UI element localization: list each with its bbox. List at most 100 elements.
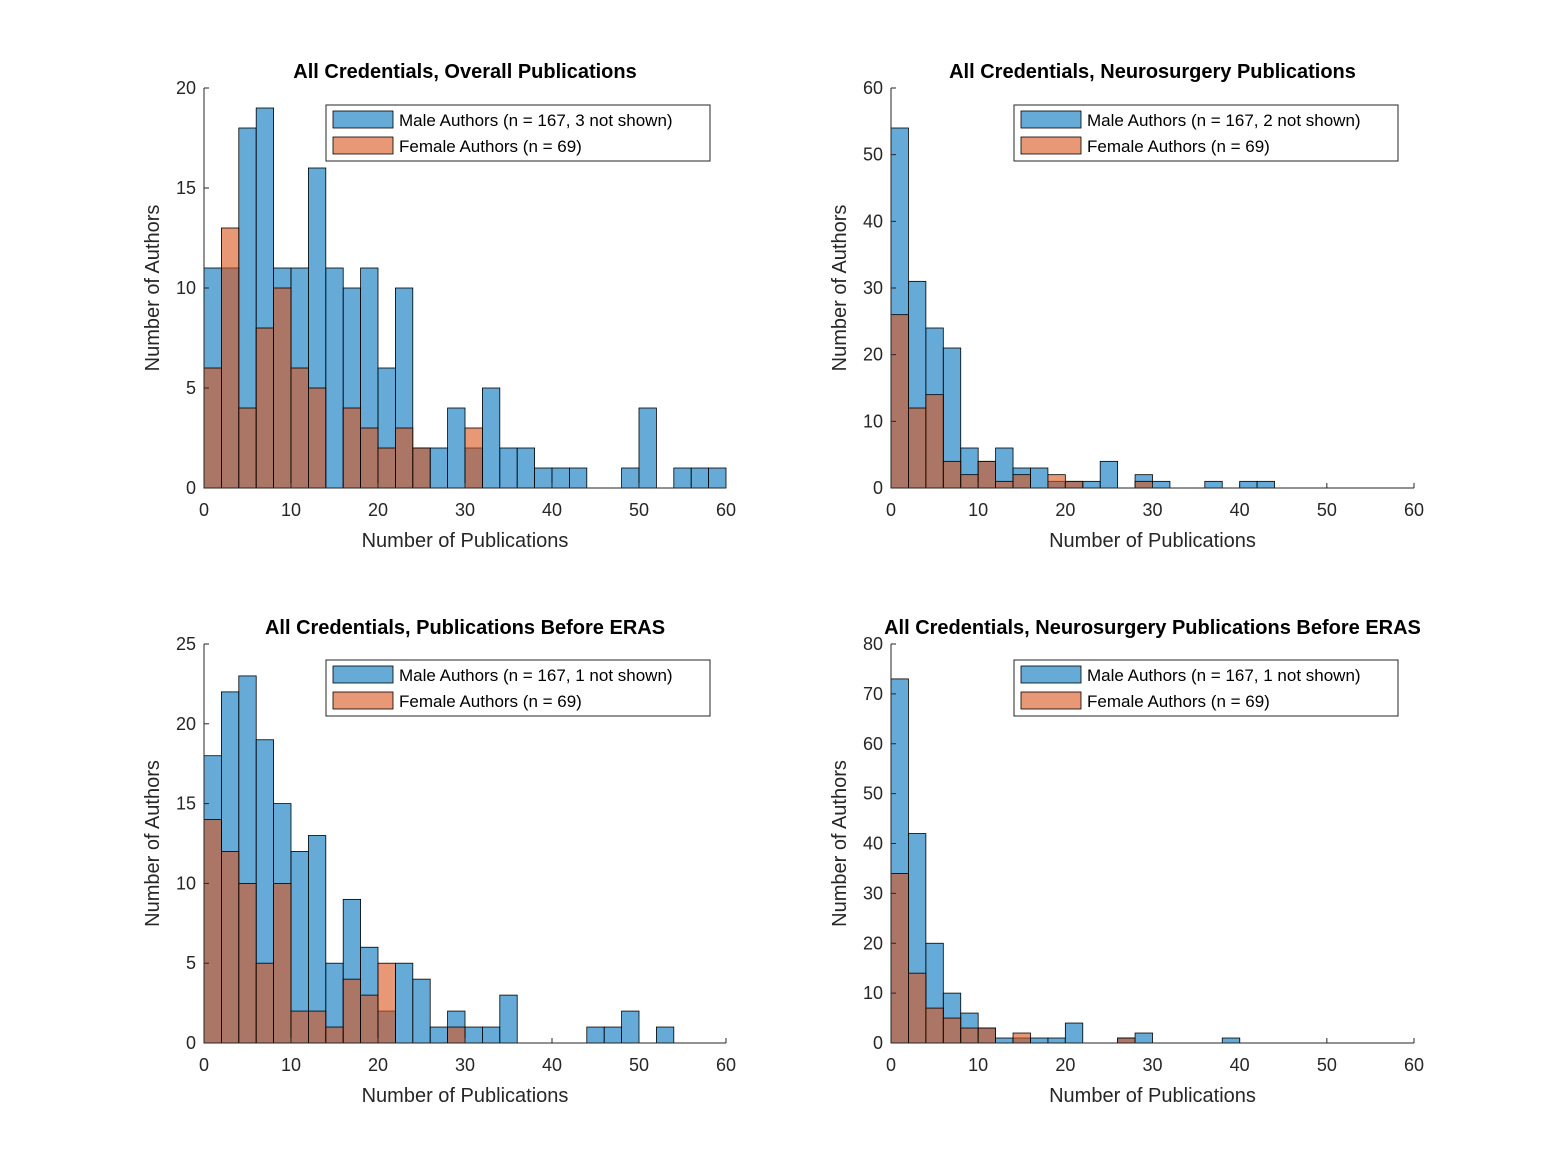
y-tick-label: 25 bbox=[176, 634, 196, 654]
bar-female bbox=[890, 314, 909, 489]
bar-male bbox=[708, 467, 727, 489]
x-tick-label: 60 bbox=[1404, 500, 1424, 520]
bar-male bbox=[1064, 1022, 1084, 1044]
bar-male bbox=[394, 962, 414, 1044]
x-tick-label: 50 bbox=[1317, 1055, 1337, 1075]
x-tick-label: 10 bbox=[968, 1055, 988, 1075]
bar-male bbox=[603, 1026, 623, 1044]
bar-male bbox=[1134, 1032, 1153, 1044]
bar-male bbox=[638, 407, 657, 489]
x-tick-label: 40 bbox=[542, 1055, 562, 1075]
bar-female bbox=[977, 1027, 997, 1044]
y-axis-label: Number of Authors bbox=[142, 205, 164, 372]
bar-female bbox=[960, 474, 979, 489]
bar-male bbox=[1030, 1037, 1049, 1044]
legend-swatch-female bbox=[1020, 136, 1082, 155]
y-tick-label: 20 bbox=[863, 933, 883, 953]
legend-swatch-male bbox=[1020, 110, 1082, 129]
bar-female bbox=[220, 227, 240, 489]
bar-female bbox=[942, 460, 962, 489]
bar-female bbox=[925, 394, 944, 489]
chart-panel-3: 0 10 20 30 40 50 60 0 5 10 15 20 25 All Credentials, … bbox=[142, 617, 736, 1107]
bar-male bbox=[534, 467, 553, 489]
legend: Male Authors (n = 167, 2 not shown) Femal… bbox=[1013, 104, 1399, 162]
x-tick-label: 0 bbox=[886, 1055, 896, 1075]
bar-male bbox=[499, 447, 518, 489]
y-tick-label: 20 bbox=[176, 714, 196, 734]
bar-female bbox=[925, 1007, 944, 1044]
y-tick-label: 10 bbox=[176, 278, 196, 298]
y-tick-label: 10 bbox=[863, 983, 883, 1003]
series-female bbox=[890, 873, 1136, 1044]
y-tick-label: 60 bbox=[863, 78, 883, 98]
bar-male bbox=[412, 978, 431, 1044]
series-female bbox=[890, 314, 1153, 489]
y-tick-label: 50 bbox=[863, 145, 883, 165]
chart-title: All Credentials, Neurosurgery Publicatio… bbox=[949, 61, 1356, 83]
bar-male bbox=[621, 467, 640, 489]
bar-female bbox=[995, 480, 1014, 489]
x-tick-label: 30 bbox=[1142, 1055, 1162, 1075]
legend: Male Authors (n = 167, 3 not shown) Femal… bbox=[325, 104, 711, 162]
bar-female bbox=[360, 427, 379, 489]
bar-female bbox=[977, 460, 997, 489]
chart-title: All Credentials, Overall Publications bbox=[293, 61, 636, 83]
bar-male bbox=[1099, 460, 1119, 489]
x-tick-label: 30 bbox=[455, 1055, 475, 1075]
legend-swatch-male bbox=[332, 665, 394, 684]
bar-female bbox=[942, 1017, 962, 1044]
bar-female bbox=[960, 1027, 979, 1044]
bar-female bbox=[307, 1010, 327, 1044]
legend-label-female: Female Authors (n = 69) bbox=[399, 137, 582, 156]
x-axis-label: Number of Publications bbox=[1049, 1085, 1256, 1107]
x-tick-label: 10 bbox=[968, 500, 988, 520]
bar-female bbox=[325, 1026, 344, 1044]
legend-swatch-female bbox=[332, 136, 394, 155]
x-tick-label: 20 bbox=[1055, 1055, 1075, 1075]
y-axis-label: Number of Authors bbox=[829, 760, 851, 927]
bar-female bbox=[238, 883, 257, 1044]
bar-female bbox=[273, 287, 292, 489]
bar-female bbox=[203, 819, 222, 1044]
x-tick-label: 10 bbox=[281, 1055, 301, 1075]
y-tick-label: 0 bbox=[186, 478, 196, 498]
bar-male bbox=[656, 1026, 675, 1044]
bar-male bbox=[325, 267, 344, 489]
bar-female bbox=[360, 994, 379, 1044]
y-tick-label: 30 bbox=[863, 278, 883, 298]
y-tick-label: 15 bbox=[176, 794, 196, 814]
y-tick-label: 50 bbox=[863, 784, 883, 804]
x-tick-label: 0 bbox=[886, 500, 896, 520]
legend-label-male: Male Authors (n = 167, 3 not shown) bbox=[399, 111, 673, 130]
y-tick-label: 60 bbox=[863, 734, 883, 754]
bar-female bbox=[255, 327, 275, 489]
bar-female bbox=[220, 851, 240, 1044]
y-tick-label: 20 bbox=[176, 78, 196, 98]
bar-male bbox=[1239, 480, 1258, 489]
legend-swatch-male bbox=[332, 110, 394, 129]
x-tick-label: 30 bbox=[1142, 500, 1162, 520]
bar-female bbox=[342, 407, 362, 489]
legend-swatch-female bbox=[332, 691, 394, 710]
bar-male bbox=[1221, 1037, 1241, 1044]
legend-label-male: Male Authors (n = 167, 2 not shown) bbox=[1087, 111, 1361, 130]
bar-male bbox=[481, 1026, 501, 1044]
bar-female bbox=[273, 883, 292, 1044]
x-tick-label: 20 bbox=[368, 500, 388, 520]
legend-label-male: Male Authors (n = 167, 1 not shown) bbox=[1087, 666, 1361, 685]
legend-label-male: Male Authors (n = 167, 1 not shown) bbox=[399, 666, 673, 685]
bar-female bbox=[377, 447, 396, 489]
bar-female bbox=[290, 367, 309, 489]
legend-label-female: Female Authors (n = 69) bbox=[399, 692, 582, 711]
bar-female bbox=[307, 387, 327, 489]
x-tick-label: 0 bbox=[199, 500, 209, 520]
bar-male bbox=[569, 467, 588, 489]
chart-title: All Credentials, Neurosurgery Publicatio… bbox=[884, 617, 1421, 639]
bar-male bbox=[464, 1026, 483, 1044]
bar-female bbox=[1012, 474, 1031, 489]
chart-title: All Credentials, Publications Before ERA… bbox=[265, 617, 665, 639]
bar-male bbox=[995, 1037, 1014, 1044]
bar-female bbox=[203, 367, 222, 489]
